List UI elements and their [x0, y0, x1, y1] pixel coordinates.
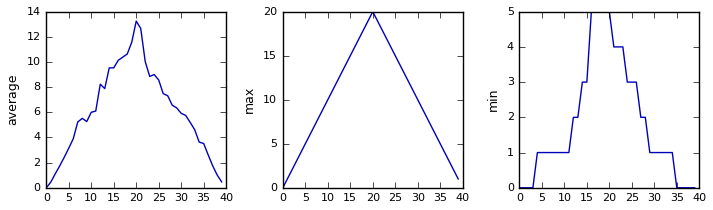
Y-axis label: max: max: [243, 86, 256, 113]
Y-axis label: min: min: [487, 88, 500, 112]
Y-axis label: average: average: [6, 74, 20, 125]
